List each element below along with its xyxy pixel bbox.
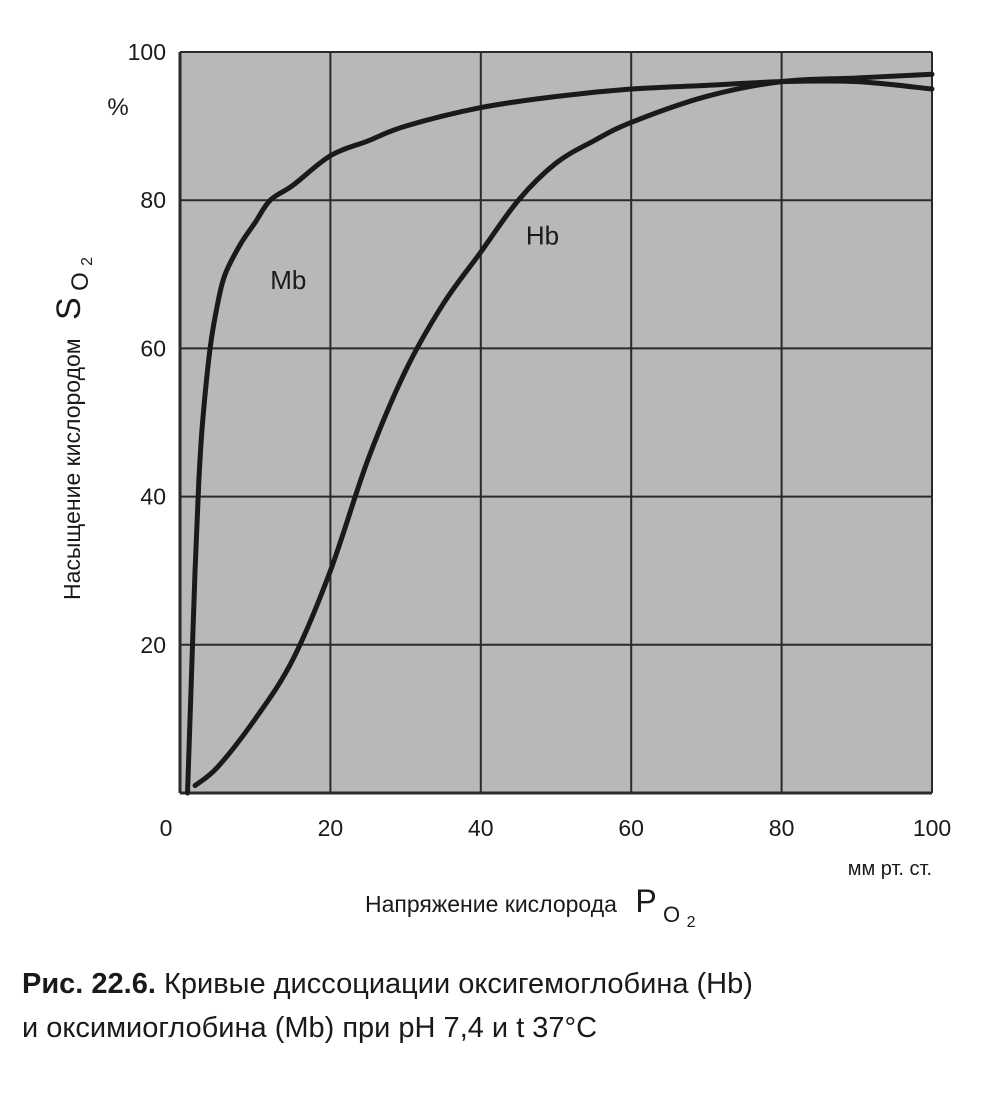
- y-unit-label: %: [107, 94, 128, 121]
- y-tick-label: 100: [128, 39, 166, 65]
- figure-caption: Рис. 22.6. Кривые диссоциации оксигемогл…: [22, 962, 982, 1050]
- y-axis-symbol: S: [50, 297, 88, 320]
- y-tick-label: 80: [140, 187, 166, 213]
- y-axis-title-text: Насыщение кислородом: [59, 338, 85, 600]
- y-axis-subscript: O: [67, 272, 94, 291]
- caption-figure-number: Рис. 22.6.: [22, 968, 156, 1000]
- series-line-hb: [192, 71, 935, 789]
- x-tick-label: 40: [468, 815, 494, 841]
- x-tick-label: 80: [769, 815, 795, 841]
- x-tick-label: 60: [618, 815, 644, 841]
- series-annotations: Mb Hb: [270, 221, 559, 295]
- y-axis-subscript-2: 2: [79, 257, 96, 266]
- oxygen-dissociation-chart: 0 20 40 60 80 100 20 40 60 80 100 Mb Hb % Насыщени…: [50, 39, 952, 931]
- series-line-mb: [185, 78, 935, 796]
- series-lines: [185, 71, 935, 796]
- series-label-mb: Mb: [270, 265, 306, 295]
- y-tick-labels: 20 40 60 80 100: [128, 39, 166, 658]
- series-label-hb: Hb: [526, 221, 559, 251]
- y-tick-label: 60: [140, 335, 166, 361]
- caption-line-2: и оксимиоглобина (Mb) при pH 7,4 и t 37°…: [22, 1012, 598, 1044]
- x-axis-symbol: P: [635, 883, 656, 919]
- x-tick-label: 100: [913, 815, 951, 841]
- x-axis-subscript: O: [663, 902, 680, 927]
- y-tick-label: 40: [140, 484, 166, 510]
- x-tick-labels: 0 20 40 60 80 100: [160, 815, 952, 841]
- x-axis-subscript-2: 2: [687, 914, 696, 931]
- svg-text:Насыщение кислородом S: Насыщение кислородом S O 2: [50, 257, 96, 600]
- y-tick-label: 20: [140, 632, 166, 658]
- x-unit-label: мм рт. ст.: [848, 858, 932, 880]
- caption-title: Кривые диссоциации оксигемоглобина (Hb): [163, 968, 753, 1000]
- grid-lines: [178, 51, 933, 795]
- x-axis-title: Напряжение кислорода P O 2: [365, 883, 696, 931]
- x-tick-label: 0: [160, 815, 173, 841]
- caption-line-1: Рис. 22.6. Кривые диссоциации оксигемогл…: [22, 962, 982, 1006]
- y-axis-title: Насыщение кислородом S O 2: [50, 257, 96, 600]
- x-axis-title-text: Напряжение кислорода: [365, 891, 617, 917]
- x-tick-label: 20: [318, 815, 344, 841]
